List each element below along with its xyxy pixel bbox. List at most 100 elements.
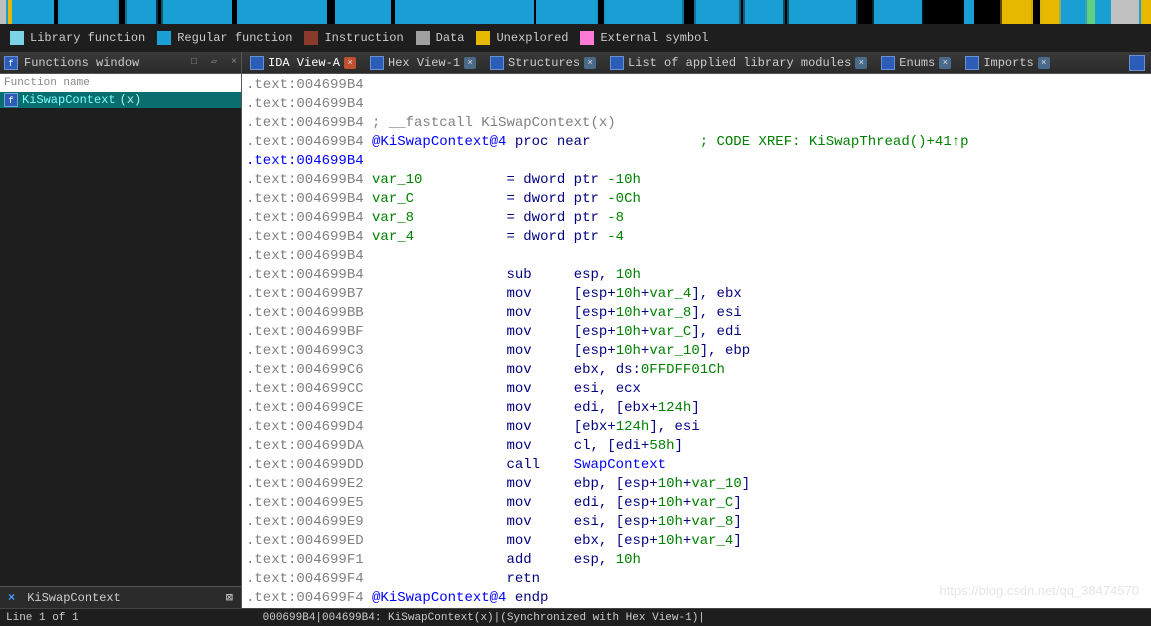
navbar-segment[interactable] [858, 0, 871, 24]
tab-label: IDA View-A [268, 56, 340, 70]
navbar-segment[interactable] [391, 0, 395, 24]
disasm-line[interactable]: .text:004699C6 mov ebx, ds:0FFDFF01Ch [246, 361, 1147, 380]
navbar-segment[interactable] [785, 0, 787, 24]
navbar-segment[interactable] [598, 0, 604, 24]
disasm-line[interactable]: .text:004699F4 @KiSwapContext@4 endp [246, 589, 1147, 608]
navbar-segment[interactable] [741, 0, 743, 24]
navbar-segment[interactable] [119, 0, 125, 24]
disasm-line[interactable]: .text:004699BF mov [esp+10h+var_C], edi [246, 323, 1147, 342]
navbar-segment[interactable] [1111, 0, 1140, 24]
tab-close-button[interactable]: × [344, 57, 356, 69]
disassembly-view[interactable]: .text:004699B4.text:004699B4.text:004699… [242, 74, 1151, 608]
disasm-line[interactable]: .text:004699E9 mov esi, [esp+10h+var_8] [246, 513, 1147, 532]
disasm-line[interactable]: .text:004699CC mov esi, ecx [246, 380, 1147, 399]
disasm-line[interactable]: .text:004699B4 var_8 = dword ptr -8 [246, 209, 1147, 228]
navbar-segment[interactable] [1042, 0, 1059, 24]
navbar-segment[interactable] [1002, 0, 1031, 24]
disasm-line[interactable]: .text:004699B4 var_4 = dword ptr -4 [246, 228, 1147, 247]
disasm-line[interactable]: .text:004699B4 var_10 = dword ptr -10h [246, 171, 1147, 190]
navbar-segment[interactable] [964, 0, 974, 24]
disasm-line[interactable]: .text:004699F1 add esp, 10h [246, 551, 1147, 570]
navbar-segment[interactable] [8, 0, 12, 24]
disasm-line[interactable]: .text:004699E2 mov ebp, [esp+10h+var_10] [246, 475, 1147, 494]
navbar-segment[interactable] [239, 0, 325, 24]
navbar-segment[interactable] [327, 0, 335, 24]
view-tab[interactable]: IDA View-A × [244, 54, 362, 72]
navbar-segment[interactable] [158, 0, 161, 24]
tab-close-button[interactable]: × [939, 57, 951, 69]
navbar-segment[interactable] [0, 0, 6, 24]
panel-dock-button[interactable]: □ [187, 56, 201, 70]
disasm-line[interactable]: .text:004699B4 var_C = dword ptr -0Ch [246, 190, 1147, 209]
disasm-line[interactable]: .text:004699B4 sub esp, 10h [246, 266, 1147, 285]
legend-swatch [476, 31, 490, 45]
disasm-line[interactable]: .text:004699B4 [246, 76, 1147, 95]
disasm-line[interactable]: .text:004699B4 @KiSwapContext@4 proc nea… [246, 133, 1147, 152]
legend-label: Unexplored [496, 31, 568, 45]
navbar-segment[interactable] [976, 0, 1000, 24]
tab-close-button[interactable]: × [464, 57, 476, 69]
status-bar: Line 1 of 1 000699B4|004699B4: KiSwapCon… [0, 608, 1151, 626]
functions-list-item[interactable]: fKiSwapContext(x) [0, 92, 241, 108]
filter-clear-button[interactable]: × [8, 591, 15, 605]
panel-close-button[interactable]: × [227, 56, 241, 70]
disasm-line[interactable]: .text:004699B4 [246, 247, 1147, 266]
navbar-segment[interactable] [232, 0, 237, 24]
navbar-segment[interactable] [54, 0, 58, 24]
navbar-segment[interactable] [397, 0, 531, 24]
disasm-line[interactable]: .text:004699CE mov edi, [ebx+124h] [246, 399, 1147, 418]
disasm-line[interactable]: .text:004699D4 mov [ebx+124h], esi [246, 418, 1147, 437]
disasm-line[interactable]: .text:004699E5 mov edi, [esp+10h+var_C] [246, 494, 1147, 513]
navbar-segment[interactable] [163, 0, 230, 24]
disasm-line[interactable]: .text:004699B4 ; __fastcall KiSwapContex… [246, 114, 1147, 133]
legend-swatch [10, 31, 24, 45]
functions-list[interactable]: fKiSwapContext(x) [0, 92, 241, 586]
tab-icon [250, 56, 264, 70]
disasm-line[interactable]: .text:004699DA mov cl, [edi+58h] [246, 437, 1147, 456]
navbar-segment[interactable] [606, 0, 683, 24]
disasm-line[interactable]: .text:004699C3 mov [esp+10h+var_10], ebp [246, 342, 1147, 361]
navbar-segment[interactable] [337, 0, 390, 24]
disasm-line[interactable]: .text:004699BB mov [esp+10h+var_8], esi [246, 304, 1147, 323]
tabs-overflow-icon[interactable] [1129, 55, 1145, 71]
navbar-segment[interactable] [538, 0, 596, 24]
navbar-segment[interactable] [534, 0, 537, 24]
navbar-segment[interactable] [1033, 0, 1041, 24]
disasm-line[interactable]: .text:004699ED mov ebx, [esp+10h+var_4] [246, 532, 1147, 551]
filter-text: KiSwapContext [27, 591, 121, 605]
view-tab[interactable]: Hex View-1 × [364, 54, 482, 72]
view-tab[interactable]: Imports× [959, 54, 1055, 72]
navbar-segment[interactable] [14, 0, 52, 24]
navbar-segment[interactable] [874, 0, 922, 24]
tab-label: Hex View-1 [388, 56, 460, 70]
disasm-line[interactable]: .text:004699F4 retn [246, 570, 1147, 589]
navbar-segment[interactable] [1061, 0, 1085, 24]
functions-filter-bar: × KiSwapContext ⊠ [0, 586, 241, 608]
view-tab[interactable]: Structures× [484, 54, 602, 72]
navbar-segment[interactable] [60, 0, 118, 24]
disasm-line[interactable]: .text:004699B4 [246, 152, 1147, 171]
view-tab[interactable]: Enums× [875, 54, 957, 72]
navbar-segment[interactable] [1087, 0, 1095, 24]
navbar-segment[interactable] [696, 0, 739, 24]
navbar-segment[interactable] [924, 0, 962, 24]
tab-close-button[interactable]: × [1038, 57, 1050, 69]
navbar-segment[interactable] [684, 0, 694, 24]
navbar-segment[interactable] [1141, 0, 1151, 24]
navbar-segment[interactable] [1097, 0, 1109, 24]
tab-close-button[interactable]: × [855, 57, 867, 69]
tab-icon [610, 56, 624, 70]
panel-float-button[interactable]: ▱ [207, 56, 221, 70]
navbar-segment[interactable] [789, 0, 856, 24]
functions-column-header[interactable]: Function name [0, 74, 241, 92]
filter-close-button[interactable]: ⊠ [226, 590, 233, 605]
navbar-segment[interactable] [745, 0, 783, 24]
navbar-segment[interactable] [127, 0, 156, 24]
navigation-overview-bar[interactable] [0, 0, 1151, 24]
tab-close-button[interactable]: × [584, 57, 596, 69]
disassembly-panel: IDA View-A×Hex View-1×Structures×List of… [242, 52, 1151, 608]
disasm-line[interactable]: .text:004699B7 mov [esp+10h+var_4], ebx [246, 285, 1147, 304]
disasm-line[interactable]: .text:004699DD call SwapContext [246, 456, 1147, 475]
view-tab[interactable]: List of applied library modules× [604, 54, 873, 72]
disasm-line[interactable]: .text:004699B4 [246, 95, 1147, 114]
